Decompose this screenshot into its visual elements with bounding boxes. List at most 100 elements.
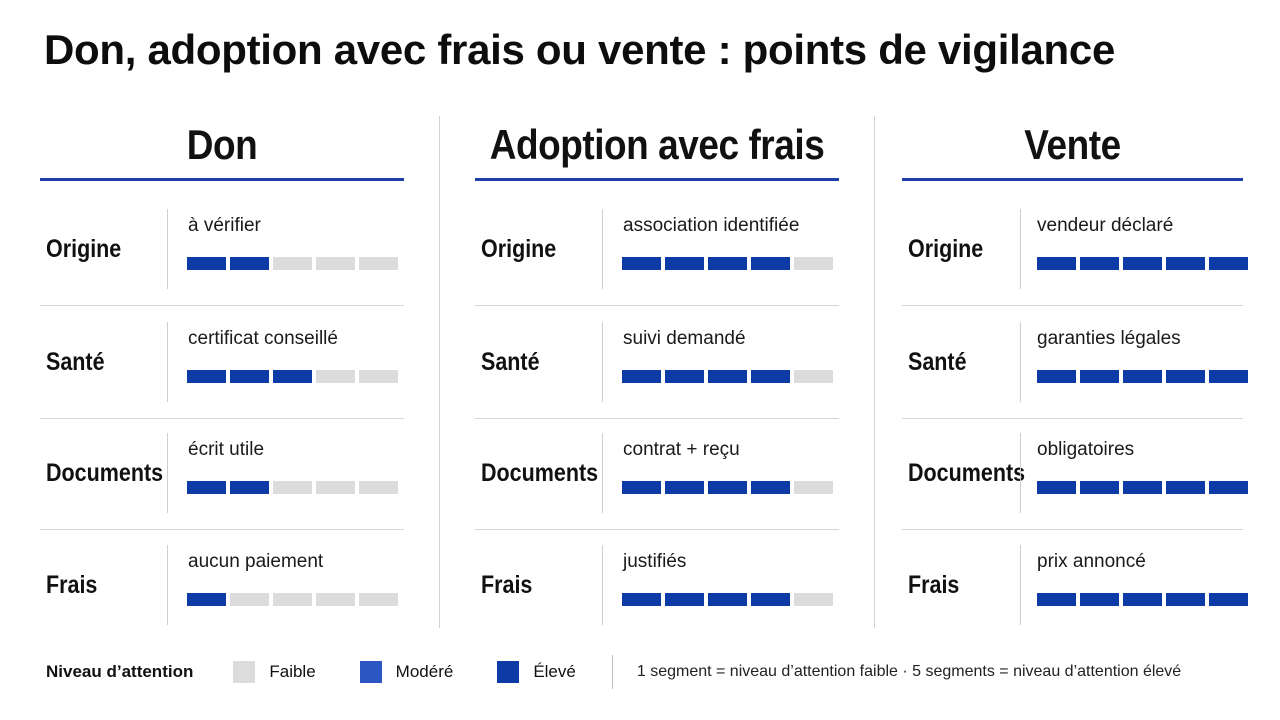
row-separator	[167, 545, 168, 625]
segment-filled	[1037, 593, 1076, 606]
attention-bar	[187, 481, 398, 494]
row-description: vendeur déclaré	[1037, 215, 1174, 236]
segment-filled	[187, 481, 226, 494]
segment-filled	[708, 257, 747, 270]
column-vente: Vente Origine vendeur déclaré Santé gara…	[902, 110, 1248, 630]
column-header: Don	[186, 121, 258, 168]
segment-filled	[751, 370, 790, 383]
attention-bar	[1037, 370, 1248, 383]
column-adoption: Adoption avec frais Origine association …	[475, 110, 839, 630]
segment-filled	[751, 593, 790, 606]
segment-filled	[1209, 370, 1248, 383]
row-description: obligatoires	[1037, 439, 1135, 460]
row-separator	[602, 209, 603, 289]
attention-bar	[622, 370, 833, 383]
row-label: Documents	[908, 458, 1026, 487]
row-label: Frais	[908, 570, 960, 599]
segment-filled	[1166, 593, 1205, 606]
segment-filled	[708, 481, 747, 494]
segment-filled	[1166, 481, 1205, 494]
segment-filled	[1166, 257, 1205, 270]
segment-empty	[359, 593, 398, 606]
column-divider	[439, 116, 440, 628]
row-label: Documents	[46, 458, 164, 487]
attention-bar	[187, 257, 398, 270]
segment-filled	[1037, 370, 1076, 383]
legend-swatch	[359, 661, 382, 683]
segment-filled	[1166, 370, 1205, 383]
row-documents: Documents obligatoires	[902, 417, 1248, 530]
segment-filled	[1080, 481, 1119, 494]
segment-filled	[230, 481, 269, 494]
row-sante: Santé certificat conseillé	[40, 306, 404, 419]
row-description: justifiés	[623, 551, 687, 572]
row-origine: Origine à vérifier	[40, 193, 404, 306]
segment-filled	[1123, 257, 1162, 270]
row-separator	[167, 322, 168, 402]
row-label: Frais	[46, 570, 98, 599]
row-separator	[602, 433, 603, 513]
page-title: Don, adoption avec frais ou vente : poin…	[44, 26, 1116, 73]
segment-filled	[273, 370, 312, 383]
legend-item-modere: Modéré	[359, 661, 454, 683]
row-label: Frais	[481, 570, 533, 599]
legend-swatch	[497, 661, 520, 683]
row-sante: Santé garanties légales	[902, 306, 1248, 419]
row-documents: Documents écrit utile	[40, 417, 404, 530]
row-description: suivi demandé	[623, 328, 746, 349]
segment-empty	[316, 257, 355, 270]
segment-filled	[1209, 257, 1248, 270]
attention-bar	[622, 257, 833, 270]
segment-empty	[316, 593, 355, 606]
segment-filled	[622, 481, 661, 494]
header-rule	[40, 178, 404, 181]
legend-swatch	[233, 661, 256, 683]
attention-bar	[1037, 257, 1248, 270]
segment-filled	[751, 257, 790, 270]
column-header: Vente	[1024, 121, 1121, 168]
row-description: certificat conseillé	[188, 328, 338, 349]
segment-empty	[794, 257, 833, 270]
segment-filled	[622, 593, 661, 606]
row-separator	[602, 322, 603, 402]
segment-filled	[751, 481, 790, 494]
row-label: Santé	[908, 347, 967, 376]
segment-filled	[1209, 481, 1248, 494]
segment-empty	[794, 481, 833, 494]
segment-filled	[187, 370, 226, 383]
row-label: Santé	[481, 347, 540, 376]
segment-filled	[708, 370, 747, 383]
legend-label: Modéré	[395, 662, 454, 681]
segment-empty	[359, 257, 398, 270]
row-description: prix annoncé	[1037, 551, 1146, 572]
segment-filled	[187, 593, 226, 606]
row-separator	[602, 545, 603, 625]
segment-filled	[1080, 257, 1119, 270]
segment-filled	[230, 257, 269, 270]
row-label: Origine	[481, 234, 557, 263]
segment-filled	[708, 593, 747, 606]
segment-filled	[665, 257, 704, 270]
row-label: Santé	[46, 347, 105, 376]
row-separator	[1020, 433, 1021, 513]
attention-bar	[622, 593, 833, 606]
segment-empty	[794, 370, 833, 383]
row-sante: Santé suivi demandé	[475, 306, 839, 419]
row-frais: Frais prix annoncé	[902, 529, 1248, 641]
segment-empty	[230, 593, 269, 606]
row-description: garanties légales	[1037, 328, 1181, 349]
segment-empty	[316, 370, 355, 383]
segment-empty	[273, 593, 312, 606]
segment-filled	[665, 593, 704, 606]
row-description: aucun paiement	[188, 551, 324, 572]
segment-filled	[1209, 593, 1248, 606]
segment-filled	[187, 257, 226, 270]
legend-item-eleve: Élevé	[497, 661, 576, 683]
legend-note: 1 segment = niveau d’attention faible · …	[636, 663, 1182, 680]
segment-filled	[1123, 593, 1162, 606]
legend-title: Niveau d’attention	[46, 662, 194, 681]
segment-filled	[230, 370, 269, 383]
segment-filled	[1080, 370, 1119, 383]
row-origine: Origine vendeur déclaré	[902, 193, 1248, 306]
segment-filled	[1123, 370, 1162, 383]
